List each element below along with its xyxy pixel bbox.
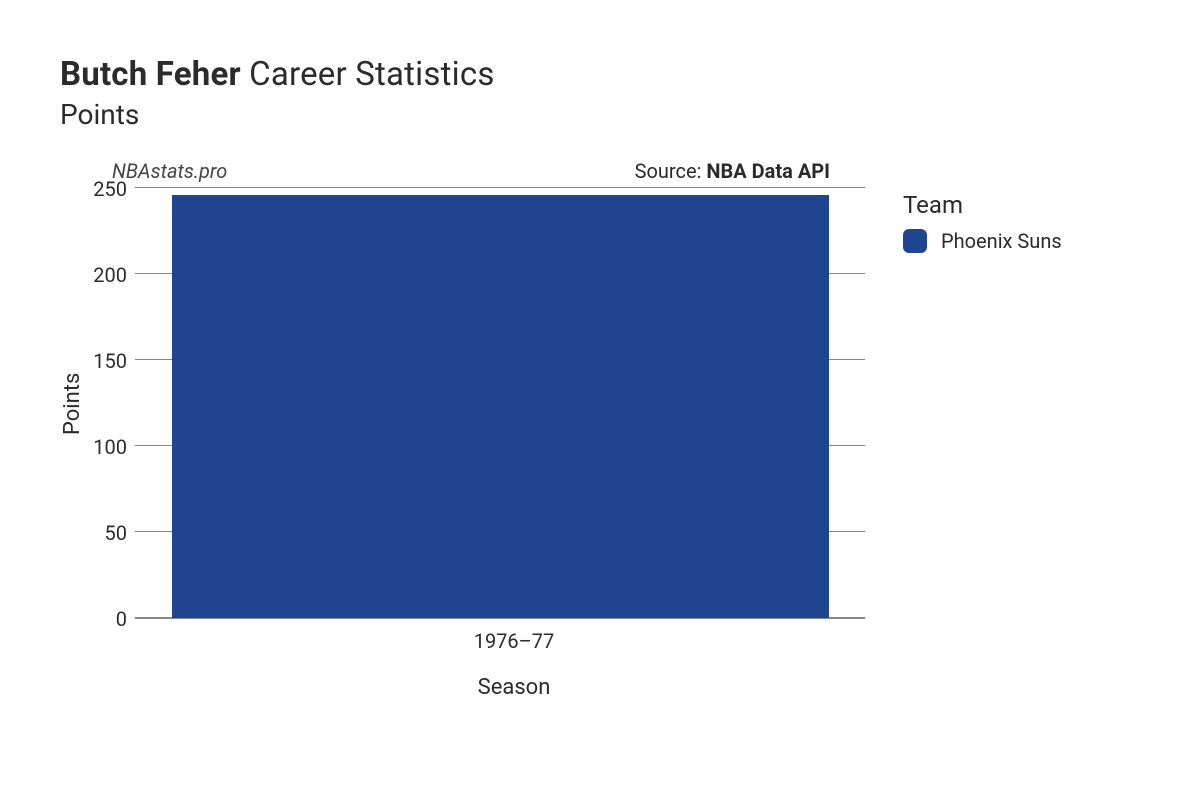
y-tick-label: 0 — [116, 609, 127, 629]
x-tick-label: 1976–77 — [149, 629, 879, 653]
y-tick-label: 100 — [93, 437, 127, 457]
legend-items: Phoenix Suns — [903, 229, 1062, 253]
legend-swatch — [903, 229, 927, 253]
watermark: NBAstats.pro — [112, 159, 227, 183]
gridline — [135, 187, 865, 188]
legend-label: Phoenix Suns — [941, 229, 1062, 253]
title-suffix: Career Statistics — [241, 55, 495, 94]
source-name: NBA Data API — [706, 159, 830, 183]
plot-row: Points 050100150200250 Team Phoenix Suns — [60, 189, 1140, 619]
source-prefix: Source: — [635, 159, 707, 183]
source-label: Source: NBA Data API — [635, 159, 830, 183]
x-axis-ticks: 1976–77 — [149, 629, 879, 653]
title-block: Butch Feher Career Statistics Points — [60, 55, 1140, 131]
chart-container: Butch Feher Career Statistics Points NBA… — [0, 0, 1200, 800]
chart-title: Butch Feher Career Statistics — [60, 55, 1140, 94]
y-axis-title: Points — [60, 189, 85, 619]
chart-subtitle: Points — [60, 98, 1140, 131]
legend-title: Team — [903, 191, 1062, 219]
y-tick-label: 50 — [105, 523, 127, 543]
player-name: Butch Feher — [60, 55, 241, 94]
y-tick-label: 150 — [93, 351, 127, 371]
legend-item: Phoenix Suns — [903, 229, 1062, 253]
bar — [172, 195, 829, 618]
y-axis-ticks: 050100150200250 — [91, 189, 135, 619]
x-axis-title: Season — [149, 675, 879, 700]
meta-row: NBAstats.pro Source: NBA Data API — [60, 159, 830, 183]
y-tick-label: 250 — [93, 179, 127, 199]
y-tick-label: 200 — [93, 265, 127, 285]
legend: Team Phoenix Suns — [903, 189, 1062, 253]
plot-area — [135, 189, 865, 619]
